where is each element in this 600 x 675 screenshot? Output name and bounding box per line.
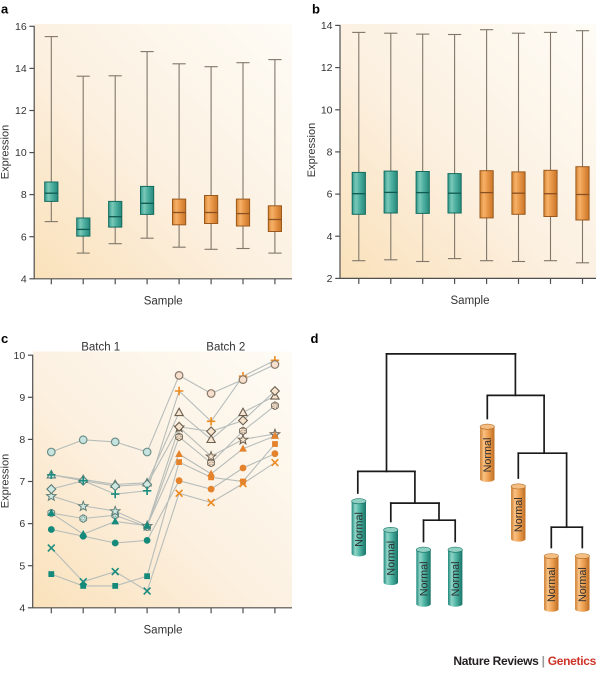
svg-text:8: 8 <box>327 147 333 159</box>
svg-text:Normal: Normal <box>513 497 525 532</box>
svg-text:8: 8 <box>19 434 25 446</box>
svg-text:10: 10 <box>321 104 333 116</box>
svg-text:7: 7 <box>19 476 25 488</box>
svg-text:Normal: Normal <box>354 512 366 547</box>
svg-text:Sample: Sample <box>451 295 490 307</box>
svg-text:Batch 2: Batch 2 <box>206 342 245 354</box>
svg-text:6: 6 <box>327 189 333 201</box>
svg-text:9: 9 <box>19 392 25 404</box>
svg-text:12: 12 <box>321 62 333 74</box>
svg-text:6: 6 <box>21 231 27 243</box>
svg-text:Normal: Normal <box>418 562 430 597</box>
svg-text:4: 4 <box>19 602 25 614</box>
svg-text:b: b <box>312 2 320 17</box>
svg-text:6: 6 <box>19 518 25 530</box>
svg-text:Sample: Sample <box>144 295 183 307</box>
svg-text:12: 12 <box>15 105 27 117</box>
svg-text:Normal: Normal <box>577 567 589 602</box>
svg-text:14: 14 <box>15 63 27 75</box>
svg-text:Batch 1: Batch 1 <box>81 342 120 354</box>
svg-text:4: 4 <box>327 231 333 243</box>
svg-text:a: a <box>1 2 9 17</box>
svg-text:c: c <box>1 331 8 346</box>
svg-text:Normal: Normal <box>450 562 462 597</box>
svg-text:d: d <box>311 331 319 346</box>
svg-text:16: 16 <box>15 21 27 33</box>
svg-text:Normal: Normal <box>482 438 494 473</box>
svg-text:Expression: Expression <box>306 123 318 177</box>
svg-text:4: 4 <box>21 273 27 285</box>
svg-text:Expression: Expression <box>0 454 12 508</box>
svg-text:5: 5 <box>19 560 25 572</box>
svg-text:10: 10 <box>15 147 27 159</box>
svg-text:8: 8 <box>21 189 27 201</box>
svg-text:Sample: Sample <box>144 624 183 636</box>
svg-text:10: 10 <box>14 350 26 362</box>
svg-text:Normal: Normal <box>546 567 558 602</box>
svg-text:2: 2 <box>327 273 333 285</box>
svg-text:Normal: Normal <box>386 541 398 576</box>
svg-text:14: 14 <box>321 20 333 32</box>
svg-text:Expression: Expression <box>0 125 12 179</box>
svg-text:Nature Reviews | Genetics: Nature Reviews | Genetics <box>453 654 596 668</box>
